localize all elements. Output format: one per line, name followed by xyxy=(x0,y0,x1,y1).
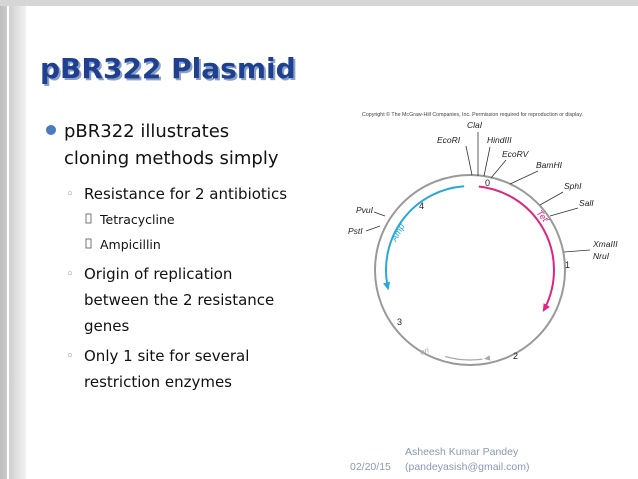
title-shadow: pBR322 Plasmid xyxy=(42,54,298,87)
site-line xyxy=(539,191,564,206)
footer-email: (pandeyasish@gmail.com) xyxy=(405,461,529,473)
site-label: XmaIII xyxy=(592,239,618,249)
side-band xyxy=(0,0,26,479)
item-mark xyxy=(85,213,92,224)
coordinate: 0 xyxy=(485,178,490,188)
site-label: SalI xyxy=(579,198,594,208)
site-label: EcoRV xyxy=(502,149,530,159)
site-line xyxy=(365,225,381,232)
bullet-dot xyxy=(46,125,56,135)
tet-label: Tetr xyxy=(534,208,551,226)
bullet-text: pBR322 illustrates xyxy=(64,121,229,142)
site-label: NruI xyxy=(593,251,610,261)
sub-bullet-text: between the 2 resistance xyxy=(84,291,274,309)
bullet-text: cloning methods simply xyxy=(64,148,279,169)
site-label: BamHI xyxy=(536,160,563,170)
ori-arrowhead xyxy=(484,355,491,361)
ori-arc xyxy=(445,355,483,361)
site-line xyxy=(490,159,507,179)
tet-text: Tet xyxy=(534,208,550,224)
sub-bullet-text: genes xyxy=(84,317,129,335)
site-label: EcoRI xyxy=(437,135,461,145)
footer-date: 02/20/15 xyxy=(350,461,391,473)
item-text: Ampicillin xyxy=(100,237,161,252)
copyright: Copyright © The McGraw-Hill Companies, I… xyxy=(362,111,583,118)
site-line xyxy=(549,207,579,217)
amp-sup: r xyxy=(399,220,406,225)
site-line xyxy=(465,145,473,176)
coordinate: 1 xyxy=(565,260,570,270)
amp-arc xyxy=(385,185,465,285)
coordinate: 3 xyxy=(397,317,402,327)
sub-bullet-mark: ◦ xyxy=(66,349,74,364)
sub-bullet-text: Only 1 site for several xyxy=(84,347,249,365)
coordinate: 2 xyxy=(513,351,518,361)
site-label: PvuI xyxy=(356,205,374,215)
item-text: Tetracycline xyxy=(99,212,175,227)
site-lines xyxy=(365,132,591,253)
sub-bullet-text: restriction enzymes xyxy=(84,373,232,391)
item-mark xyxy=(85,238,92,249)
top-band xyxy=(0,0,638,6)
site-label: HindIII xyxy=(487,135,512,145)
tet-arrowhead xyxy=(542,303,550,312)
ori-label: ori xyxy=(419,346,430,357)
plasmid-circle xyxy=(374,174,566,366)
site-label: PstI xyxy=(348,226,363,236)
coordinate: 4 xyxy=(419,201,424,211)
amp-label: Ampr xyxy=(388,219,407,244)
site-label: SphI xyxy=(564,181,582,191)
site-line xyxy=(509,170,539,185)
amp-arrowhead xyxy=(383,281,391,291)
sub-bullet-text: Resistance for 2 antibiotics xyxy=(84,185,287,203)
plasmid-diagram: Copyright © The McGraw-Hill Companies, I… xyxy=(348,111,618,366)
site-line xyxy=(563,249,591,253)
footer-author: Asheesh Kumar Pandey xyxy=(405,446,519,458)
sub-bullet-text: Origin of replication xyxy=(84,265,232,283)
sub-bullet-mark: ◦ xyxy=(66,187,74,202)
title: pBR322 Plasmid xyxy=(40,52,296,85)
site-label: ClaI xyxy=(467,120,483,130)
site-line xyxy=(483,146,491,177)
sub-bullet-mark: ◦ xyxy=(66,267,74,282)
tet-arc xyxy=(478,185,555,308)
site-line xyxy=(373,211,386,217)
tet-sup: r xyxy=(545,218,552,224)
